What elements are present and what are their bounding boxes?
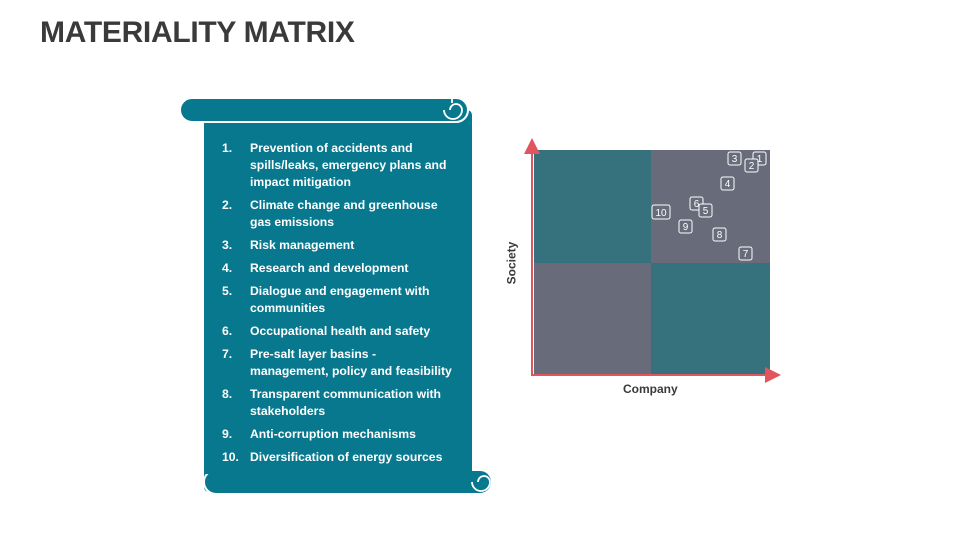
list-item-text: Research and development xyxy=(250,261,409,275)
scroll-body xyxy=(204,110,472,492)
list-item-number: 1. xyxy=(222,141,233,155)
marker-9: 9 xyxy=(678,219,693,234)
marker-label: 1 xyxy=(757,154,763,165)
list-item: 9. Anti-corruption mechanisms xyxy=(222,426,457,443)
list-item-text: Dialogue and engagement with communities xyxy=(250,284,430,315)
x-axis-label: Company xyxy=(623,382,678,396)
scroll-top-curl xyxy=(443,103,463,120)
quadrant-top-left xyxy=(534,150,651,263)
marker-10: 10 xyxy=(651,204,671,220)
list-item-number: 8. xyxy=(222,387,233,401)
list-item-text: Prevention of accidents and spills/leaks… xyxy=(250,141,447,189)
list-item-number: 4. xyxy=(222,261,233,275)
list-item-text: Risk management xyxy=(250,238,355,252)
marker-2: 2 xyxy=(744,158,759,173)
scroll-top-roll xyxy=(179,97,469,123)
list-item-text: Occupational health and safety xyxy=(250,324,431,338)
list-item-text: Pre-salt layer basins - management, poli… xyxy=(250,347,452,378)
marker-label: 7 xyxy=(743,249,749,260)
marker-8: 8 xyxy=(712,227,727,242)
list-item-text: Diversification of energy sources xyxy=(250,450,443,464)
marker-label: 8 xyxy=(717,230,723,241)
marker-3: 3 xyxy=(727,151,742,166)
marker-label: 3 xyxy=(732,154,738,165)
list-item-number: 5. xyxy=(222,284,233,298)
list-item: 2. Climate change and greenhouse gas emis… xyxy=(222,197,457,231)
list-item-text: Anti-corruption mechanisms xyxy=(250,427,416,441)
issues-list: 1. Prevention of accidents and spills/lea… xyxy=(222,140,457,472)
marker-label: 10 xyxy=(655,208,667,219)
list-item: 8. Transparent communication with stakeho… xyxy=(222,386,457,420)
list-item: 4. Research and development xyxy=(222,260,457,277)
marker-label: 5 xyxy=(703,206,709,217)
list-item: 3. Risk management xyxy=(222,237,457,254)
list-item-text: Climate change and greenhouse gas emissi… xyxy=(250,198,438,229)
page-title: MATERIALITY MATRIX xyxy=(40,16,355,49)
list-item-text: Transparent communication with stakehold… xyxy=(250,387,441,418)
list-item: 5. Dialogue and engagement with communiti… xyxy=(222,283,457,317)
list-item: 6. Occupational health and safety xyxy=(222,323,457,340)
list-item: 1. Prevention of accidents and spills/lea… xyxy=(222,140,457,191)
list-item-number: 7. xyxy=(222,347,233,361)
list-item-number: 6. xyxy=(222,324,233,338)
list-item-number: 3. xyxy=(222,238,233,252)
list-item: 7. Pre-salt layer basins - management, po… xyxy=(222,346,457,380)
quadrant-bottom-left xyxy=(534,263,651,374)
marker-4: 4 xyxy=(720,176,735,191)
list-item-number: 2. xyxy=(222,198,233,212)
marker-label: 2 xyxy=(749,161,755,172)
marker-7: 7 xyxy=(738,246,753,261)
quadrant-bottom-right xyxy=(651,263,770,374)
list-item-number: 9. xyxy=(222,427,233,441)
marker-label: 4 xyxy=(725,179,731,190)
marker-label: 9 xyxy=(683,222,689,233)
marker-5: 5 xyxy=(698,203,713,218)
list-item-number: 10. xyxy=(222,450,239,464)
y-axis-label: Society xyxy=(504,241,519,285)
scroll-bottom-curl xyxy=(471,475,491,492)
list-item: 10. Diversification of energy sources xyxy=(222,449,457,466)
marker-label: 6 xyxy=(694,199,700,210)
